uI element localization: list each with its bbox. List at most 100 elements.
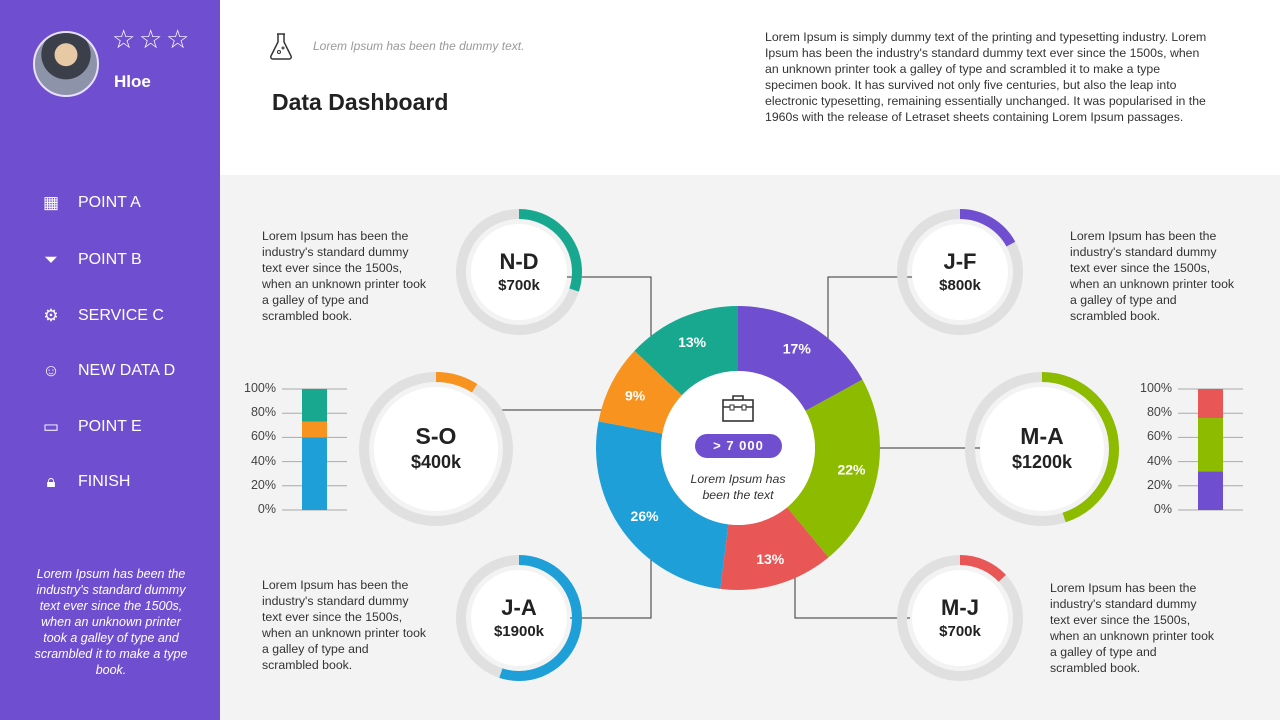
star-icon[interactable]: ☆	[139, 24, 163, 54]
pie-slice	[598, 350, 682, 434]
pie-slice	[720, 507, 829, 590]
flask-icon	[269, 33, 293, 60]
intro-text: Lorem Ipsum is simply dummy text of the …	[765, 30, 1207, 124]
pie-label: 17%	[783, 341, 812, 357]
gauge-value: $700k	[939, 623, 981, 640]
gauge-period: M-A	[1020, 423, 1064, 449]
y-tick-label: 20%	[1146, 477, 1172, 492]
gauge-arc	[456, 209, 582, 335]
gauge-label: J-F $800k	[900, 249, 1020, 294]
subtitle: Lorem Ipsum has been the dummy text.	[313, 39, 525, 53]
note-jf: Lorem Ipsum has been the industry's stan…	[1070, 229, 1235, 323]
sidebar-item-label: POINT B	[78, 251, 142, 268]
pie-label: 9%	[625, 388, 646, 404]
y-tick-label: 40%	[1146, 453, 1172, 468]
sidebar-item-label: NEW DATA D	[78, 362, 176, 379]
gear-icon: ⚙	[43, 306, 59, 325]
note-mj: Lorem Ipsum has been the industry's stan…	[1050, 581, 1215, 675]
sidebar-note: Lorem Ipsum has been the industry's stan…	[34, 567, 188, 677]
pie-label: 13%	[678, 334, 707, 350]
pie-slice	[634, 306, 738, 396]
calendar-icon: ▦	[42, 193, 60, 212]
sidebar-item-new-data-d[interactable]: ☺ NEW DATA D	[40, 359, 175, 383]
bar-segment	[302, 437, 327, 510]
gauge-value: $400k	[410, 452, 462, 472]
gauge-label: M-A $1200k	[982, 423, 1102, 473]
bar-segment	[302, 421, 327, 438]
gauge-center	[912, 570, 1008, 666]
briefcase-icon: ▭	[42, 417, 60, 436]
sidebar-item-point-e[interactable]: ▭ POINT E	[40, 415, 142, 439]
sidebar-item-label: POINT A	[78, 194, 141, 211]
gauge-arc	[897, 209, 1023, 335]
sidebar-item-finish[interactable]: 🔒︎ FINISH	[40, 470, 130, 494]
y-tick-label: 60%	[250, 429, 276, 444]
connector-jf	[827, 276, 912, 358]
gauge-period: S-O	[415, 423, 457, 449]
pie-label: 26%	[631, 508, 660, 524]
gauge-label: S-O $400k	[376, 423, 496, 473]
lock-icon: 🔒︎	[46, 472, 56, 491]
bar-segment	[1198, 471, 1223, 510]
y-tick-label: 0%	[1153, 502, 1172, 516]
gauge-value: $1900k	[493, 623, 545, 640]
y-tick-label: 20%	[250, 477, 276, 492]
gauge-arc	[965, 372, 1119, 526]
gauge-value: $700k	[498, 277, 540, 294]
briefcase-icon	[722, 395, 754, 422]
gauge-label: M-J $700k	[900, 595, 1020, 640]
gauge-center	[980, 387, 1104, 511]
y-tick-label: 80%	[1146, 405, 1172, 420]
gauge-arc	[897, 555, 1023, 681]
star-icon[interactable]: ☆	[166, 24, 190, 54]
sidebar-item-point-b[interactable]: ⏷ POINT B	[40, 248, 142, 272]
sidebar-item-label: POINT E	[78, 418, 142, 435]
bar-segment	[1198, 389, 1223, 419]
gauge-arc	[359, 372, 513, 526]
center-text: Lorem Ipsum has been the text	[690, 472, 786, 502]
y-tick-label: 60%	[1146, 429, 1172, 444]
gauge-label: N-D $700k	[459, 249, 579, 294]
header	[220, 0, 1280, 175]
gauge-period: J-F	[943, 249, 977, 274]
connector-ja	[570, 537, 652, 619]
sidebar: ☆ ☆ ☆ Hloe ▦ POINT A ⏷ POINT B ⚙ SERVICE C …	[0, 0, 220, 720]
y-tick-label: 0%	[257, 502, 276, 516]
gauge-period: N-D	[499, 249, 539, 274]
gauge-center	[471, 570, 567, 666]
pie-label: 22%	[837, 462, 866, 478]
gauge-label: J-A $1900k	[459, 595, 579, 640]
y-tick-label: 100%	[244, 381, 276, 395]
gauge-center	[471, 224, 567, 320]
sidebar-item-label: SERVICE C	[78, 307, 164, 324]
sidebar-item-service-c[interactable]: ⚙ SERVICE C	[40, 304, 164, 328]
gauge-center	[912, 224, 1008, 320]
bar-segment	[302, 389, 327, 422]
gauge-period: M-J	[941, 595, 979, 620]
user-name: Hloe	[114, 72, 151, 91]
y-tick-label: 40%	[250, 453, 276, 468]
star-icon[interactable]: ☆	[112, 24, 136, 54]
gauge-value: $1200k	[1011, 452, 1073, 472]
gauge-arc	[456, 555, 582, 681]
avatar[interactable]	[33, 31, 99, 97]
pie-label: 13%	[756, 551, 785, 567]
pie-slice	[595, 421, 729, 589]
gauge-value: $800k	[939, 277, 981, 294]
sidebar-item-label: FINISH	[78, 473, 131, 490]
pie-slice	[738, 306, 863, 411]
page-title: Data Dashboard	[272, 89, 449, 115]
pie-slice	[787, 379, 880, 558]
note-nd: Lorem Ipsum has been the industry's stan…	[262, 229, 427, 323]
sidebar-item-point-a[interactable]: ▦ POINT A	[40, 191, 141, 215]
funnel-icon: ⏷	[44, 250, 58, 269]
gauge-center	[374, 387, 498, 511]
y-tick-label: 100%	[1140, 381, 1172, 395]
users-icon: ☺	[42, 361, 60, 380]
bar-segment	[1198, 418, 1223, 472]
connector-nd	[567, 276, 652, 358]
y-tick-label: 80%	[250, 405, 276, 420]
gauge-period: J-A	[501, 595, 537, 620]
note-ja: Lorem Ipsum has been the industry's stan…	[262, 578, 427, 672]
